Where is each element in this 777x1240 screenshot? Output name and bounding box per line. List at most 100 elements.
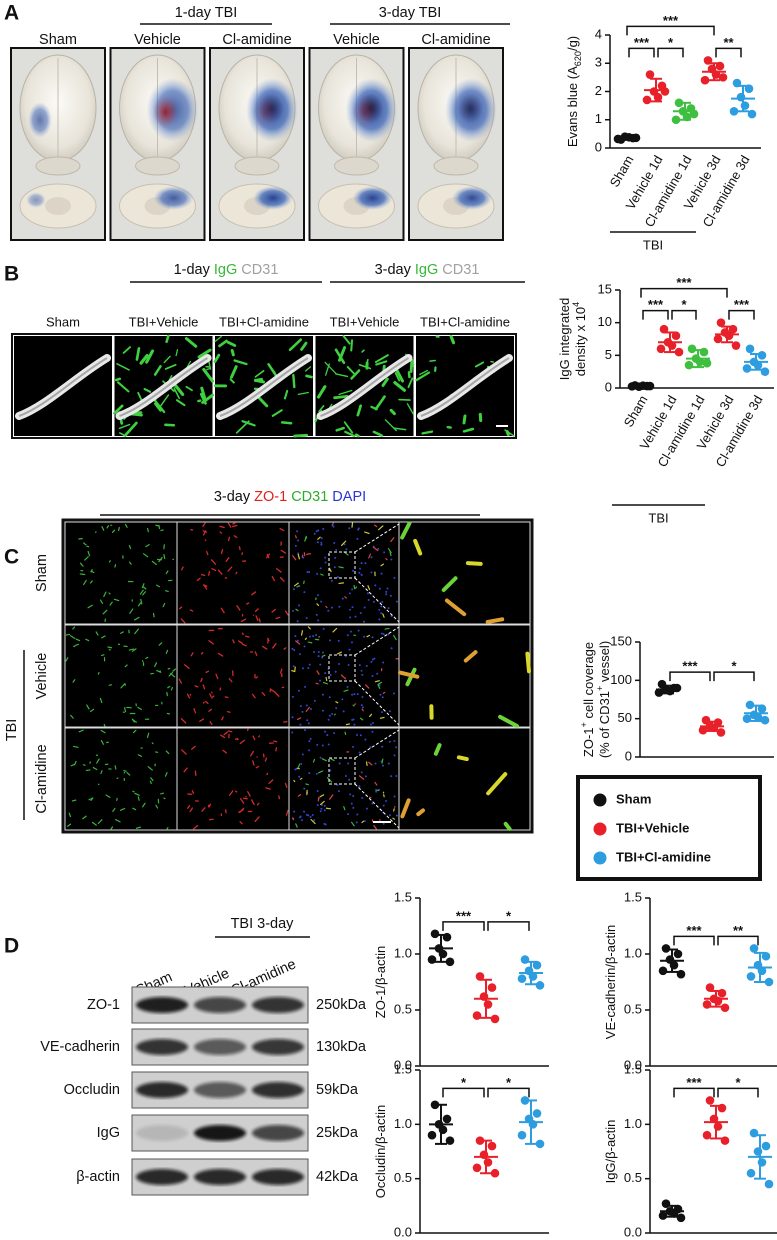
nucleus xyxy=(298,604,301,607)
stain xyxy=(194,685,199,688)
stain xyxy=(295,608,299,612)
stain xyxy=(191,790,195,794)
nucleus xyxy=(321,693,324,696)
y-tick-label: 15 xyxy=(598,281,612,296)
stain xyxy=(200,651,204,655)
igg-signal xyxy=(197,399,202,403)
data-point xyxy=(761,1141,771,1151)
nucleus xyxy=(332,525,335,528)
stain xyxy=(65,657,69,662)
stain xyxy=(126,772,131,776)
significance-label: * xyxy=(506,908,512,923)
stain xyxy=(181,749,187,755)
igg-signal xyxy=(415,371,431,382)
stain xyxy=(413,538,423,556)
igg-signal xyxy=(324,361,337,375)
column-label: TBI+Vehicle xyxy=(129,314,199,329)
data-point xyxy=(702,1000,712,1009)
stain xyxy=(106,525,109,529)
nucleus xyxy=(349,616,352,619)
stain xyxy=(114,818,121,823)
data-point xyxy=(760,367,770,376)
stain xyxy=(358,775,365,780)
significance-label: * xyxy=(681,297,687,312)
nucleus xyxy=(308,635,311,638)
igg-signal xyxy=(137,391,143,402)
stain xyxy=(385,557,388,561)
stain xyxy=(133,616,140,621)
data-point xyxy=(720,1003,730,1013)
nucleus xyxy=(358,664,361,667)
nucleus xyxy=(308,570,311,573)
stain xyxy=(239,821,243,825)
stain xyxy=(166,826,169,830)
nucleus xyxy=(354,615,357,618)
column-label: Cl-amidine xyxy=(421,32,490,48)
data-point xyxy=(757,1158,767,1167)
blot-band xyxy=(136,1169,188,1185)
zoom-line xyxy=(354,729,400,759)
stain xyxy=(90,570,95,574)
igg-signal xyxy=(174,384,185,396)
stain xyxy=(151,742,154,745)
stain xyxy=(158,556,163,563)
stain xyxy=(330,758,335,762)
significance-label: * xyxy=(461,1075,467,1090)
nucleus xyxy=(353,693,356,696)
panel-label: A xyxy=(4,2,19,25)
nucleus xyxy=(347,813,350,816)
stain xyxy=(207,803,212,808)
stain xyxy=(441,576,458,593)
stain xyxy=(165,570,169,575)
nucleus xyxy=(369,723,372,726)
stain xyxy=(251,799,255,806)
nucleus xyxy=(382,661,385,664)
nucleus xyxy=(315,772,318,775)
stain xyxy=(294,666,296,672)
blot-band xyxy=(252,1125,304,1141)
stain xyxy=(227,522,232,528)
nucleus xyxy=(333,566,336,569)
igg-signal xyxy=(384,419,398,432)
stain xyxy=(285,809,289,816)
blot-band xyxy=(194,1039,246,1055)
nucleus xyxy=(389,594,392,597)
nucleus xyxy=(329,769,332,772)
stain xyxy=(137,796,140,801)
stain xyxy=(322,681,328,685)
igg-signal xyxy=(233,359,248,366)
stain xyxy=(264,757,268,762)
nucleus xyxy=(370,556,373,559)
stain xyxy=(205,700,209,705)
stain xyxy=(118,526,120,532)
nucleus xyxy=(348,778,351,781)
stain xyxy=(82,815,87,820)
data-point xyxy=(475,972,485,981)
blot-band xyxy=(252,1039,304,1055)
y-tick-label: 4 xyxy=(595,26,602,41)
significance-bracket xyxy=(628,47,655,58)
data-point xyxy=(700,75,710,85)
stain xyxy=(296,585,300,588)
stain xyxy=(246,602,250,605)
stain xyxy=(112,807,116,812)
blot-band xyxy=(136,1039,188,1055)
nucleus xyxy=(321,651,324,654)
stain xyxy=(304,637,307,640)
nucleus xyxy=(360,771,363,774)
igg-signal xyxy=(226,340,237,347)
stain xyxy=(134,628,140,635)
stain xyxy=(279,527,285,532)
nucleus xyxy=(337,639,340,642)
panel-label: D xyxy=(4,935,19,958)
stain xyxy=(203,584,208,590)
nucleus xyxy=(390,558,393,561)
nucleus xyxy=(316,804,319,807)
column-label: Sham xyxy=(46,314,80,329)
nucleus xyxy=(374,762,377,765)
text-run: + xyxy=(595,686,605,691)
significance-bracket xyxy=(442,1087,485,1098)
stain xyxy=(92,766,98,771)
stain xyxy=(206,550,209,556)
stain xyxy=(224,696,229,699)
